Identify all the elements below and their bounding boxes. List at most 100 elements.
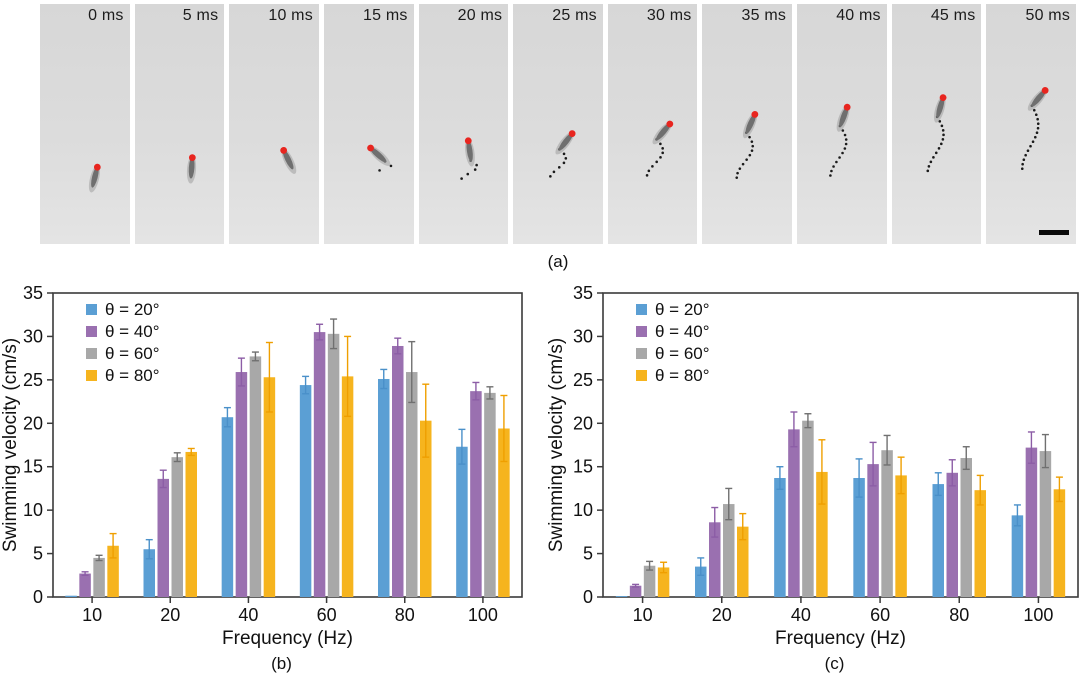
- video-frame: 50 ms: [986, 4, 1077, 244]
- tracking-marker-icon: [188, 154, 196, 162]
- bar: [420, 420, 432, 597]
- panel-a-label: (a): [547, 252, 569, 271]
- legend-label: θ = 60°: [655, 344, 710, 363]
- trajectory-dot: [941, 129, 945, 132]
- timestamp-label: 50 ms: [1025, 7, 1071, 24]
- robot-body: [466, 139, 473, 162]
- y-tick-label: 30: [573, 326, 593, 346]
- frame-sequence: 0 ms 5 ms 10 ms 15 ms 20 ms 25 ms 30 ms 35 ms 40…: [40, 4, 1077, 244]
- bar: [406, 372, 418, 597]
- trajectory-dot: [1027, 149, 1030, 153]
- trajectory-dot: [1029, 144, 1033, 148]
- trajectory-dot: [564, 157, 568, 160]
- trajectory-dot: [1032, 140, 1035, 144]
- swimmer-robot: [933, 94, 947, 123]
- trajectory-dot: [735, 176, 739, 179]
- bar: [93, 557, 105, 597]
- bar: [171, 457, 183, 597]
- bar: [629, 585, 642, 597]
- trajectory-dot: [1033, 108, 1036, 112]
- trajectory-dot: [459, 177, 463, 180]
- trajectory-dot: [736, 171, 740, 175]
- video-frame: 30 ms: [607, 4, 698, 244]
- bar: [65, 595, 77, 597]
- robot-body: [559, 132, 574, 151]
- timestamp-label: 15 ms: [362, 7, 408, 24]
- trajectory-dot: [552, 170, 556, 174]
- legend-label: θ = 20°: [105, 300, 160, 319]
- bar: [313, 332, 326, 597]
- trajectory-dot: [466, 172, 469, 176]
- bar: [657, 567, 670, 597]
- swimmer-graphic: [1021, 87, 1070, 235]
- robot-body: [839, 106, 849, 127]
- plot-box: [52, 292, 523, 598]
- robot-body: [369, 147, 387, 163]
- bar: [816, 471, 828, 597]
- y-tick-label: 25: [23, 370, 43, 390]
- trajectory-dot: [378, 169, 381, 172]
- panel-label: (c): [825, 654, 845, 673]
- robot-body: [282, 149, 294, 170]
- trajectory-dot: [558, 166, 561, 169]
- trajectory-dot: [1035, 113, 1038, 117]
- trajectory-dot: [389, 164, 393, 168]
- trajectory-dot: [843, 147, 847, 150]
- swimmer-graphic: [926, 94, 947, 173]
- x-tick-label: 40: [791, 605, 811, 625]
- swimmer-robot: [743, 111, 759, 139]
- trajectory-dot: [1037, 122, 1040, 126]
- trajectory-dot: [1034, 135, 1038, 139]
- trajectory-dot: [661, 147, 664, 150]
- x-tick-label: 10: [82, 605, 102, 625]
- swimmer-robot: [88, 163, 101, 193]
- robot-body: [655, 123, 671, 141]
- legend-label: θ = 40°: [655, 322, 710, 341]
- tracking-marker-icon: [939, 94, 947, 101]
- y-tick-label: 10: [23, 500, 43, 520]
- trajectory-dot: [832, 165, 835, 168]
- y-tick-label: 15: [573, 457, 593, 477]
- robot-body: [936, 96, 945, 118]
- trajectory-dot: [942, 133, 945, 137]
- bar: [974, 490, 986, 597]
- bar: [378, 378, 390, 597]
- bar: [392, 345, 404, 597]
- bar: [709, 522, 721, 597]
- x-tick-label: 20: [712, 605, 732, 625]
- tracking-marker-icon: [751, 111, 759, 118]
- tracking-marker-icon: [280, 146, 288, 154]
- trajectory-dot: [838, 156, 841, 159]
- swimmer-robot: [464, 137, 475, 167]
- tracking-marker-icon: [367, 144, 374, 152]
- robot-body: [746, 113, 757, 134]
- bar: [185, 451, 197, 597]
- swimmer-robot: [280, 146, 297, 174]
- x-axis-title: Frequency (Hz): [222, 628, 353, 649]
- y-tick-label: 20: [23, 413, 43, 433]
- y-axis-title: Swimming velocity (cm/s): [546, 338, 567, 552]
- y-tick-label: 20: [573, 413, 593, 433]
- trajectory-dot: [830, 169, 833, 173]
- trajectory-dot: [739, 167, 742, 170]
- swimmer-graphic: [186, 154, 196, 184]
- swimmer-graphic: [829, 103, 851, 177]
- trajectory-dot: [841, 151, 844, 155]
- bar: [895, 475, 907, 597]
- y-tick-label: 35: [573, 283, 593, 303]
- trajectory-dot: [655, 160, 658, 164]
- legend-swatch: [636, 370, 647, 381]
- trajectory-dot: [939, 142, 943, 146]
- legend-label: θ = 60°: [105, 344, 160, 363]
- chart-b: 0 5 10 15 20 25 30 35 10 20 40 60 80 100 θ = 20° θ = 40…: [0, 283, 523, 673]
- video-frame: 40 ms: [797, 4, 887, 244]
- trajectory-dot: [745, 158, 749, 161]
- swimmer-robot: [555, 130, 576, 155]
- trajectory-dot: [562, 161, 566, 165]
- trajectory-dot: [1036, 117, 1040, 121]
- plot-box: [602, 292, 1079, 598]
- timestamp-label: 0 ms: [88, 7, 124, 24]
- panel-label: (b): [271, 654, 292, 673]
- trajectory-dot: [661, 151, 664, 155]
- robot-body: [188, 156, 195, 179]
